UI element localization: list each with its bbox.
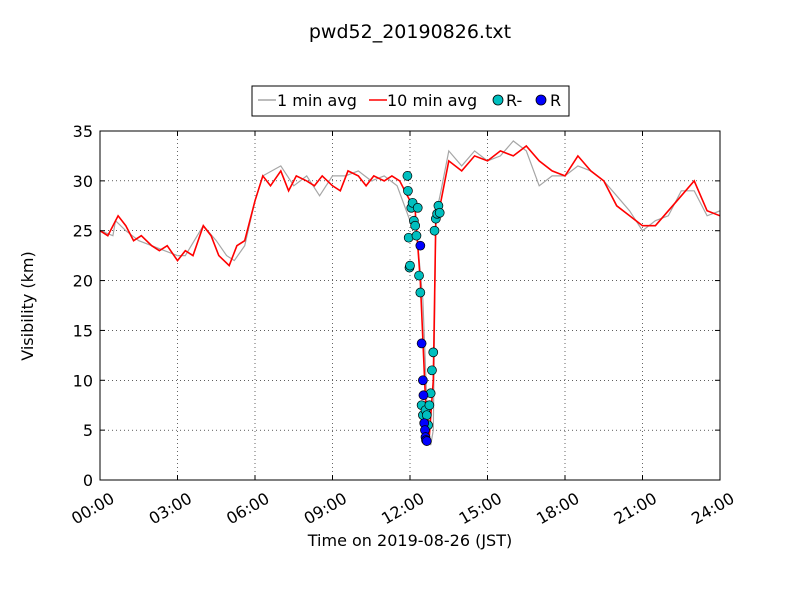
legend: 1 min avg 10 min avg R- R xyxy=(251,85,570,117)
series-point-r xyxy=(424,400,435,411)
series-point-r xyxy=(418,390,429,401)
x-axis-label: Time on 2019-08-26 (JST) xyxy=(307,531,512,550)
x-tick-label: 24:00 xyxy=(688,489,737,529)
legend-label-rminus: R- xyxy=(506,91,522,110)
legend-label-10min: 10 min avg xyxy=(387,91,477,110)
grid xyxy=(100,131,720,480)
series-point-r xyxy=(411,230,422,241)
y-tick-label: 25 xyxy=(73,222,93,241)
series-point-r xyxy=(421,410,432,421)
series-point-r xyxy=(415,287,426,298)
series-point-r xyxy=(429,225,440,236)
series-point-r xyxy=(428,347,439,358)
series-point-r xyxy=(415,240,426,251)
series-point-r xyxy=(418,375,428,386)
y-axis-label: Visibility (km) xyxy=(18,251,37,360)
series-point-r xyxy=(434,207,445,218)
series-point-r xyxy=(405,260,415,271)
y-tick-label: 0 xyxy=(83,471,93,490)
x-tick-label: 21:00 xyxy=(611,489,660,529)
series-point-r xyxy=(414,270,424,281)
legend-marker-rminus xyxy=(492,94,504,106)
series-point-r xyxy=(410,220,421,231)
plot-series xyxy=(100,140,720,446)
y-tick-label: 5 xyxy=(83,421,93,440)
y-tick-label: 30 xyxy=(73,172,93,191)
series-point-r xyxy=(403,185,413,196)
tick-labels: 00:00 03:00 06:00 09:00 12:00 15:00 18:00 21:00… xyxy=(68,122,737,528)
x-tick-label: 18:00 xyxy=(533,489,582,529)
y-tick-label: 20 xyxy=(73,272,93,291)
series-line-10-min-avg xyxy=(100,144,720,436)
x-tick-label: 00:00 xyxy=(68,489,117,529)
y-tick-label: 15 xyxy=(73,321,93,340)
legend-box xyxy=(251,85,570,117)
legend-label-r: R xyxy=(550,91,561,110)
legend-marker-r xyxy=(535,94,547,106)
x-tick-label: 12:00 xyxy=(378,489,427,529)
series-point-r xyxy=(402,171,413,181)
y-tick-label: 10 xyxy=(73,371,93,390)
legend-label-1min: 1 min avg xyxy=(277,91,357,110)
x-tick-label: 06:00 xyxy=(223,489,272,529)
series-point-r xyxy=(412,202,423,213)
plot-area xyxy=(100,140,720,446)
series-point-r xyxy=(416,338,427,349)
x-tick-label: 15:00 xyxy=(456,489,505,529)
axes xyxy=(99,130,721,481)
chart-title: pwd52_20190826.txt xyxy=(309,21,511,43)
y-tick-label: 35 xyxy=(73,122,93,141)
series-point-r xyxy=(427,365,437,376)
x-tick-label: 09:00 xyxy=(301,489,350,529)
x-tick-label: 03:00 xyxy=(146,489,195,529)
series-point-r xyxy=(421,436,432,446)
